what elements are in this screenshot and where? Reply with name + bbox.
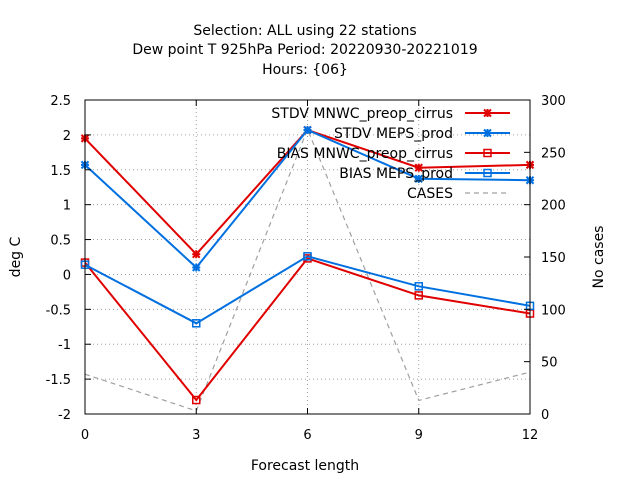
x-tick-label: 9 bbox=[415, 428, 423, 443]
data-point bbox=[303, 252, 312, 261]
y2-tick-label: 150 bbox=[541, 251, 566, 266]
data-point bbox=[414, 174, 423, 184]
y2-tick-label: 50 bbox=[541, 356, 558, 371]
series-cases bbox=[84, 127, 531, 412]
y-axis-label: deg C bbox=[8, 236, 24, 277]
y2-axis-label: No cases bbox=[591, 226, 607, 289]
data-point bbox=[414, 282, 423, 291]
legend-label: STDV MNWC_preop_cirrus bbox=[271, 106, 453, 122]
y-tick-label: 2 bbox=[63, 129, 71, 144]
legend-marker bbox=[483, 108, 492, 118]
y-tick-label: -1 bbox=[58, 338, 71, 353]
legend-entry: CASES bbox=[407, 186, 510, 202]
y-tick-label: -2 bbox=[58, 408, 71, 423]
title-line-2: Dew point T 925hPa Period: 20220930-2022… bbox=[132, 42, 477, 58]
legend-entry: STDV MEPS_prod bbox=[334, 126, 510, 142]
x-tick-label: 0 bbox=[81, 428, 89, 443]
y-tick-label: 2.5 bbox=[50, 94, 71, 109]
legend-marker bbox=[483, 148, 492, 158]
legend-label: BIAS MEPS_prod bbox=[339, 166, 453, 182]
axes: -2-1.5-1-0.500.511.522.50 3 6 9 120501001502… bbox=[46, 94, 566, 443]
legend-marker bbox=[483, 128, 492, 138]
series-line bbox=[84, 257, 531, 402]
x-tick-label: 3 bbox=[192, 428, 200, 443]
y-tick-label: 1.5 bbox=[50, 164, 71, 179]
series-bias-mnwc-preop-cirrus bbox=[80, 254, 535, 405]
y2-tick-label: 250 bbox=[541, 146, 566, 161]
chart-title: Selection: ALL using 22 stations Dew poi… bbox=[132, 23, 477, 78]
legend-entry: STDV MNWC_preop_cirrus bbox=[271, 106, 510, 122]
data-point bbox=[192, 250, 201, 259]
x-tick-label: 6 bbox=[303, 428, 311, 443]
y-tick-label: -1.5 bbox=[46, 373, 71, 388]
x-tick-label: 12 bbox=[522, 428, 539, 443]
series-line bbox=[84, 255, 531, 325]
x-axis-label: Forecast length bbox=[251, 458, 359, 474]
legend-marker bbox=[483, 168, 492, 178]
data-point bbox=[192, 263, 201, 272]
y-tick-label: -0.5 bbox=[46, 303, 71, 318]
legend-label: CASES bbox=[407, 186, 453, 202]
legend-entry: BIAS MEPS_prod bbox=[339, 166, 510, 182]
data-point bbox=[414, 291, 423, 300]
y2-tick-label: 0 bbox=[541, 408, 549, 423]
legend-entry: BIAS MNWC_preop_cirrus bbox=[277, 146, 510, 162]
data-point bbox=[192, 319, 201, 328]
y2-tick-label: 200 bbox=[541, 199, 566, 214]
title-line-1: Selection: ALL using 22 stations bbox=[193, 23, 416, 39]
legend-label: STDV MEPS_prod bbox=[334, 126, 453, 142]
title-line-3: Hours: {06} bbox=[262, 62, 348, 78]
data-point bbox=[303, 125, 312, 135]
y-tick-label: 0 bbox=[63, 268, 71, 283]
y-tick-label: 0.5 bbox=[50, 234, 71, 249]
data-point bbox=[414, 163, 423, 172]
y2-tick-label: 100 bbox=[541, 303, 566, 318]
series-bias-meps-prod bbox=[80, 252, 535, 328]
legend: STDV MNWC_preop_cirrus STDV MEPS_prod BIAS… bbox=[271, 106, 510, 202]
data-point bbox=[192, 395, 201, 405]
y-tick-label: 1 bbox=[63, 199, 71, 214]
plot-border bbox=[84, 99, 531, 415]
y2-tick-label: 300 bbox=[541, 94, 566, 109]
legend-label: BIAS MNWC_preop_cirrus bbox=[277, 146, 453, 162]
series-line bbox=[84, 127, 531, 412]
